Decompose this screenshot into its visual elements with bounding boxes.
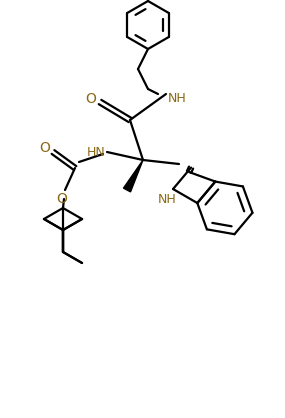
Text: O: O (40, 141, 50, 155)
Text: NH: NH (158, 193, 176, 206)
Polygon shape (123, 160, 143, 192)
Text: O: O (86, 92, 96, 106)
Text: NH: NH (168, 92, 187, 105)
Text: HN: HN (86, 145, 105, 158)
Text: O: O (56, 192, 68, 206)
